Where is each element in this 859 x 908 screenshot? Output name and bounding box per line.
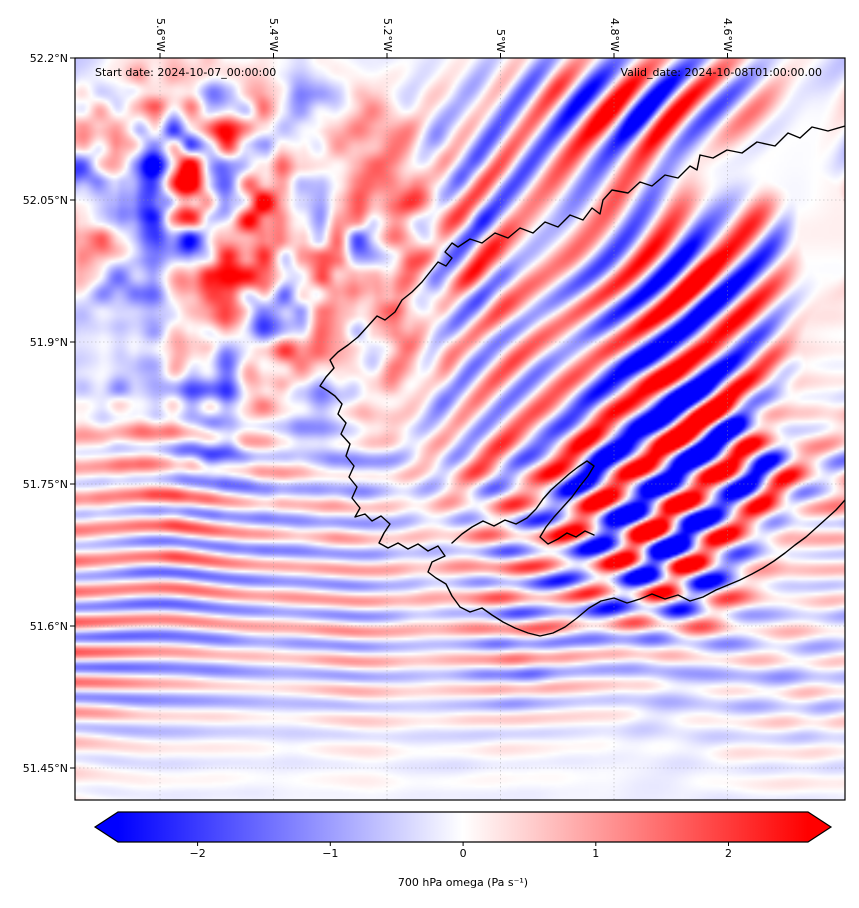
coastline	[319, 125, 845, 637]
colorbar-left-arrow	[95, 812, 118, 842]
colorbar-tick-label-0: −2	[189, 847, 206, 860]
graticule-gridlines	[75, 58, 845, 800]
colorbar-tick-label-3: 1	[592, 847, 600, 860]
omega-field-heatmap	[75, 58, 845, 800]
colorbar-tick-label-4: 2	[725, 847, 732, 860]
colorbar-tick-label-1: −1	[322, 847, 339, 860]
x-tick-label-4: 4.8°W	[608, 18, 621, 52]
x-tick-label-1: 5.4°W	[267, 18, 280, 52]
y-tick-label-4: 51.6°N	[29, 620, 68, 633]
colorbar-tick-marks	[197, 842, 729, 846]
x-tick-label-5: 4.6°W	[721, 18, 734, 52]
start-date-annotation: Start date: 2024-10-07_00:00:00	[95, 66, 277, 79]
plot-border	[74, 57, 846, 801]
y-tick-label-3: 51.75°N	[22, 478, 68, 491]
y-tick-label-0: 52.2°N	[29, 52, 68, 65]
colorbar-label: 700 hPa omega (Pa s⁻¹)	[397, 876, 529, 889]
colorbar-right-arrow	[808, 812, 831, 842]
colorbar-gradient-bar	[118, 812, 808, 842]
valid-date-annotation: Valid_date: 2024-10-08T01:00:00.00	[620, 66, 822, 79]
axis-tick-marks	[70, 53, 728, 769]
y-tick-label-1: 52.05°N	[22, 194, 68, 207]
y-tick-label-2: 51.9°N	[29, 336, 68, 349]
y-tick-label-5: 51.45°N	[22, 762, 68, 775]
colorbar-outline	[93, 811, 833, 843]
colorbar-tick-label-2: 0	[459, 847, 467, 860]
x-tick-label-0: 5.6°W	[154, 18, 167, 52]
x-tick-label-3: 5°W	[494, 28, 507, 52]
x-tick-label-2: 5.2°W	[381, 18, 394, 52]
colorbar	[93, 811, 833, 846]
